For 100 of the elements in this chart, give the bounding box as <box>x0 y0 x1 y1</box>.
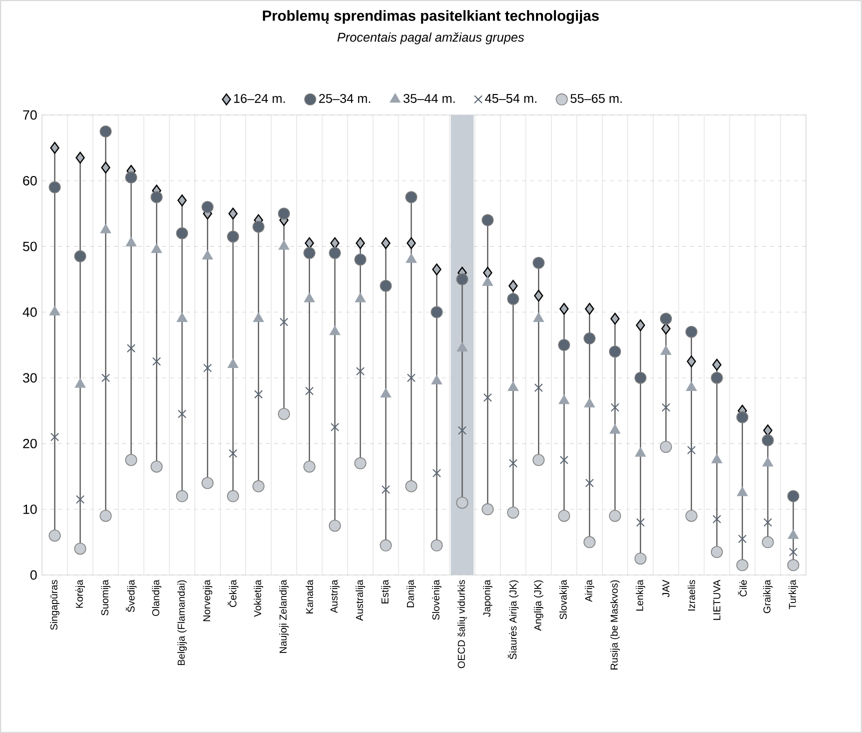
point <box>330 422 340 432</box>
legend-label: 35–44 m. <box>404 94 455 103</box>
x-tick-label: Olandija <box>152 580 162 616</box>
point <box>354 457 366 470</box>
point <box>636 319 646 332</box>
point <box>610 403 620 412</box>
point <box>50 432 60 442</box>
point <box>558 339 570 352</box>
point <box>101 162 110 174</box>
point <box>380 388 392 398</box>
point <box>787 559 800 572</box>
point <box>788 529 799 539</box>
point <box>252 220 264 233</box>
x-tick-label: Anglija (JK) <box>534 580 544 631</box>
point <box>278 240 290 250</box>
point <box>609 510 622 522</box>
x-tick-label: Graikija <box>763 580 772 614</box>
point <box>585 478 594 488</box>
legend-label: 55–65 m. <box>570 94 622 103</box>
point <box>380 539 392 552</box>
point <box>304 292 315 302</box>
x-tick-label: Slovėnija <box>432 580 442 620</box>
point <box>280 318 288 326</box>
point <box>151 243 162 253</box>
point <box>278 408 290 420</box>
legend-label: 45–54 m. <box>485 94 536 103</box>
y-tick-label: 20 <box>23 438 37 448</box>
point <box>254 390 263 399</box>
point <box>228 208 238 220</box>
point <box>686 381 697 391</box>
x-tick-label: Vokietija <box>254 580 264 617</box>
y-tick-label: 10 <box>23 504 37 514</box>
chart-subtitle: Procentais pagal amžiaus grupes <box>337 32 524 44</box>
point <box>662 403 670 412</box>
point <box>278 208 290 220</box>
y-tick-label: 50 <box>23 242 37 252</box>
point <box>584 302 594 315</box>
x-tick-label: Čekija <box>228 580 238 607</box>
point <box>712 358 722 371</box>
point <box>48 181 61 194</box>
point <box>736 559 748 572</box>
point <box>100 510 112 522</box>
x-tick-label: Turkija <box>788 580 798 610</box>
point <box>76 495 85 504</box>
point <box>584 398 596 408</box>
legend-label: 16–24 m. <box>234 94 285 103</box>
point <box>150 460 163 473</box>
x-tick-label: Rusija (be Maskvos) <box>610 580 620 670</box>
y-tick-label: 0 <box>30 570 37 580</box>
point <box>762 457 774 467</box>
point <box>660 345 672 355</box>
point <box>762 536 774 548</box>
x-tick-label: Singapūras <box>50 580 60 630</box>
point <box>252 480 264 492</box>
point <box>736 411 748 424</box>
x-tick-label: Suomija <box>101 580 110 616</box>
x-tick-label: Estija <box>381 580 390 604</box>
point <box>303 460 316 473</box>
point <box>787 490 800 502</box>
point <box>532 256 545 269</box>
point <box>203 364 212 372</box>
point <box>610 312 620 325</box>
point <box>431 374 442 384</box>
point <box>150 191 163 204</box>
point <box>432 468 442 478</box>
point <box>687 446 696 454</box>
point <box>303 247 316 260</box>
x-tick-label: LIETUVA <box>713 580 720 620</box>
x-tick-label: Australija <box>356 580 365 621</box>
point <box>228 449 238 458</box>
point <box>227 230 240 243</box>
point <box>354 292 366 302</box>
x-tick-label: Norvegija <box>202 580 212 622</box>
point <box>177 194 187 206</box>
point <box>710 546 723 558</box>
point <box>74 250 86 262</box>
point <box>482 214 494 226</box>
point <box>738 534 747 544</box>
point <box>560 456 568 464</box>
x-tick-label: Airija <box>584 580 594 602</box>
point <box>584 332 596 344</box>
point <box>533 312 544 322</box>
point <box>685 510 698 522</box>
legend-label: 25–34 m. <box>319 94 370 103</box>
point <box>736 486 748 496</box>
x-tick-label: Čilė <box>738 580 747 596</box>
point <box>101 374 110 382</box>
point <box>634 372 646 384</box>
point <box>74 542 86 555</box>
point <box>762 434 774 446</box>
point <box>253 312 264 322</box>
x-tick-label: Lenkija <box>636 580 646 611</box>
point <box>609 346 622 358</box>
point <box>329 326 340 336</box>
point <box>356 366 365 376</box>
point <box>405 480 418 492</box>
point <box>635 447 646 457</box>
x-tick-label: Belgija (Flamandai) <box>177 580 187 666</box>
x-tick-label: JAV <box>662 580 670 598</box>
point <box>305 386 314 396</box>
